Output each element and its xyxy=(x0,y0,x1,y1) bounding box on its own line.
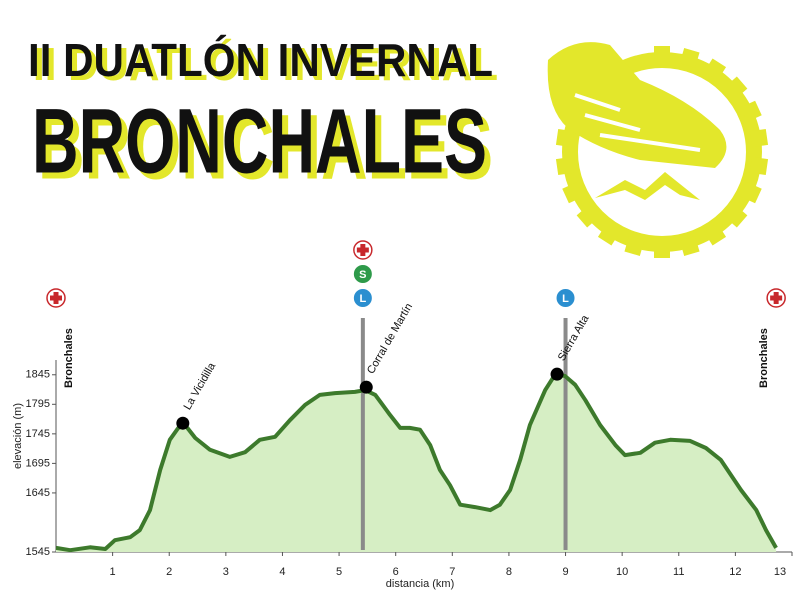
logo xyxy=(547,42,769,258)
shoe-detail xyxy=(574,93,701,152)
gear-tooth xyxy=(624,236,645,256)
gear-tooth xyxy=(576,204,600,228)
station-icon xyxy=(352,288,373,308)
gear-tooth xyxy=(654,46,670,62)
title-shadow: II DUATLÓN INVERNAL xyxy=(33,38,498,90)
station-name: Bronchales xyxy=(63,328,75,388)
gear-tooth xyxy=(555,128,575,148)
x-tick-label: 10 xyxy=(616,566,628,578)
y-tick-label: 1745 xyxy=(26,428,50,440)
waypoint xyxy=(176,416,190,430)
gear-tooth xyxy=(703,58,727,81)
station-name: Bronchales xyxy=(758,328,770,388)
x-tick-label: 13 xyxy=(774,566,786,578)
gear-tooth xyxy=(555,156,575,176)
gear-tooth xyxy=(597,223,621,246)
gear-tooth xyxy=(703,223,727,246)
mountains xyxy=(595,172,700,200)
gear-tooth xyxy=(749,156,769,176)
first-aid-cross xyxy=(356,244,369,256)
station-icon xyxy=(555,288,576,308)
x-tick-label: 1 xyxy=(110,566,116,578)
gear-tooth xyxy=(749,128,769,148)
subtitle: BRONCHALES xyxy=(32,90,487,192)
waypoint xyxy=(550,367,564,381)
gear-tooth xyxy=(724,204,748,228)
x-tick-label: 9 xyxy=(562,566,568,578)
x-tick-label: 6 xyxy=(393,566,399,578)
y-tick-label: 1845 xyxy=(26,369,50,381)
gear-tooth xyxy=(562,182,584,204)
gear-tooth xyxy=(724,76,748,100)
x-tick-label: 4 xyxy=(279,566,285,578)
waypoint-label: Corral de Martín xyxy=(365,301,415,376)
station-icon xyxy=(352,264,373,284)
x-axis-label: distancia (km) xyxy=(386,578,454,590)
waypoint-label: La Vicidilla xyxy=(182,360,219,412)
title: II DUATLÓN INVERNAL xyxy=(28,34,493,86)
y-axis-label: elevación (m) xyxy=(12,403,24,469)
y-tick-label: 1795 xyxy=(26,398,50,410)
x-tick-label: 12 xyxy=(729,566,741,578)
waypoint-label: Sierra Alta xyxy=(556,312,592,363)
y-tick-label: 1695 xyxy=(26,457,50,469)
first-aid-cross xyxy=(50,292,62,304)
x-tick-label: 7 xyxy=(449,566,455,578)
station-letter: S xyxy=(359,269,366,281)
title-block: II DUATLÓN INVERNAL II DUATLÓN INVERNAL … xyxy=(28,34,498,198)
station-letter: L xyxy=(562,293,569,305)
gear-tooth xyxy=(740,100,762,122)
y-tick-label: 1645 xyxy=(26,487,50,499)
waypoint xyxy=(359,380,373,394)
x-tick-label: 3 xyxy=(223,566,229,578)
station-letter: L xyxy=(359,293,366,305)
elevation-line xyxy=(55,372,778,553)
subtitle-shadow: BRONCHALES xyxy=(38,96,493,198)
gear-tooth xyxy=(679,236,700,256)
x-tick-label: 11 xyxy=(673,566,684,578)
x-tick-label: 8 xyxy=(506,566,512,578)
x-tick-label: 2 xyxy=(166,566,172,578)
gear-tooth xyxy=(740,182,762,204)
y-tick-label: 1545 xyxy=(26,546,50,558)
x-tick-label: 5 xyxy=(336,566,342,578)
gear-tooth xyxy=(679,48,700,68)
first-aid-cross xyxy=(770,292,783,304)
gear-tooth xyxy=(654,242,670,258)
shoe xyxy=(547,42,727,169)
